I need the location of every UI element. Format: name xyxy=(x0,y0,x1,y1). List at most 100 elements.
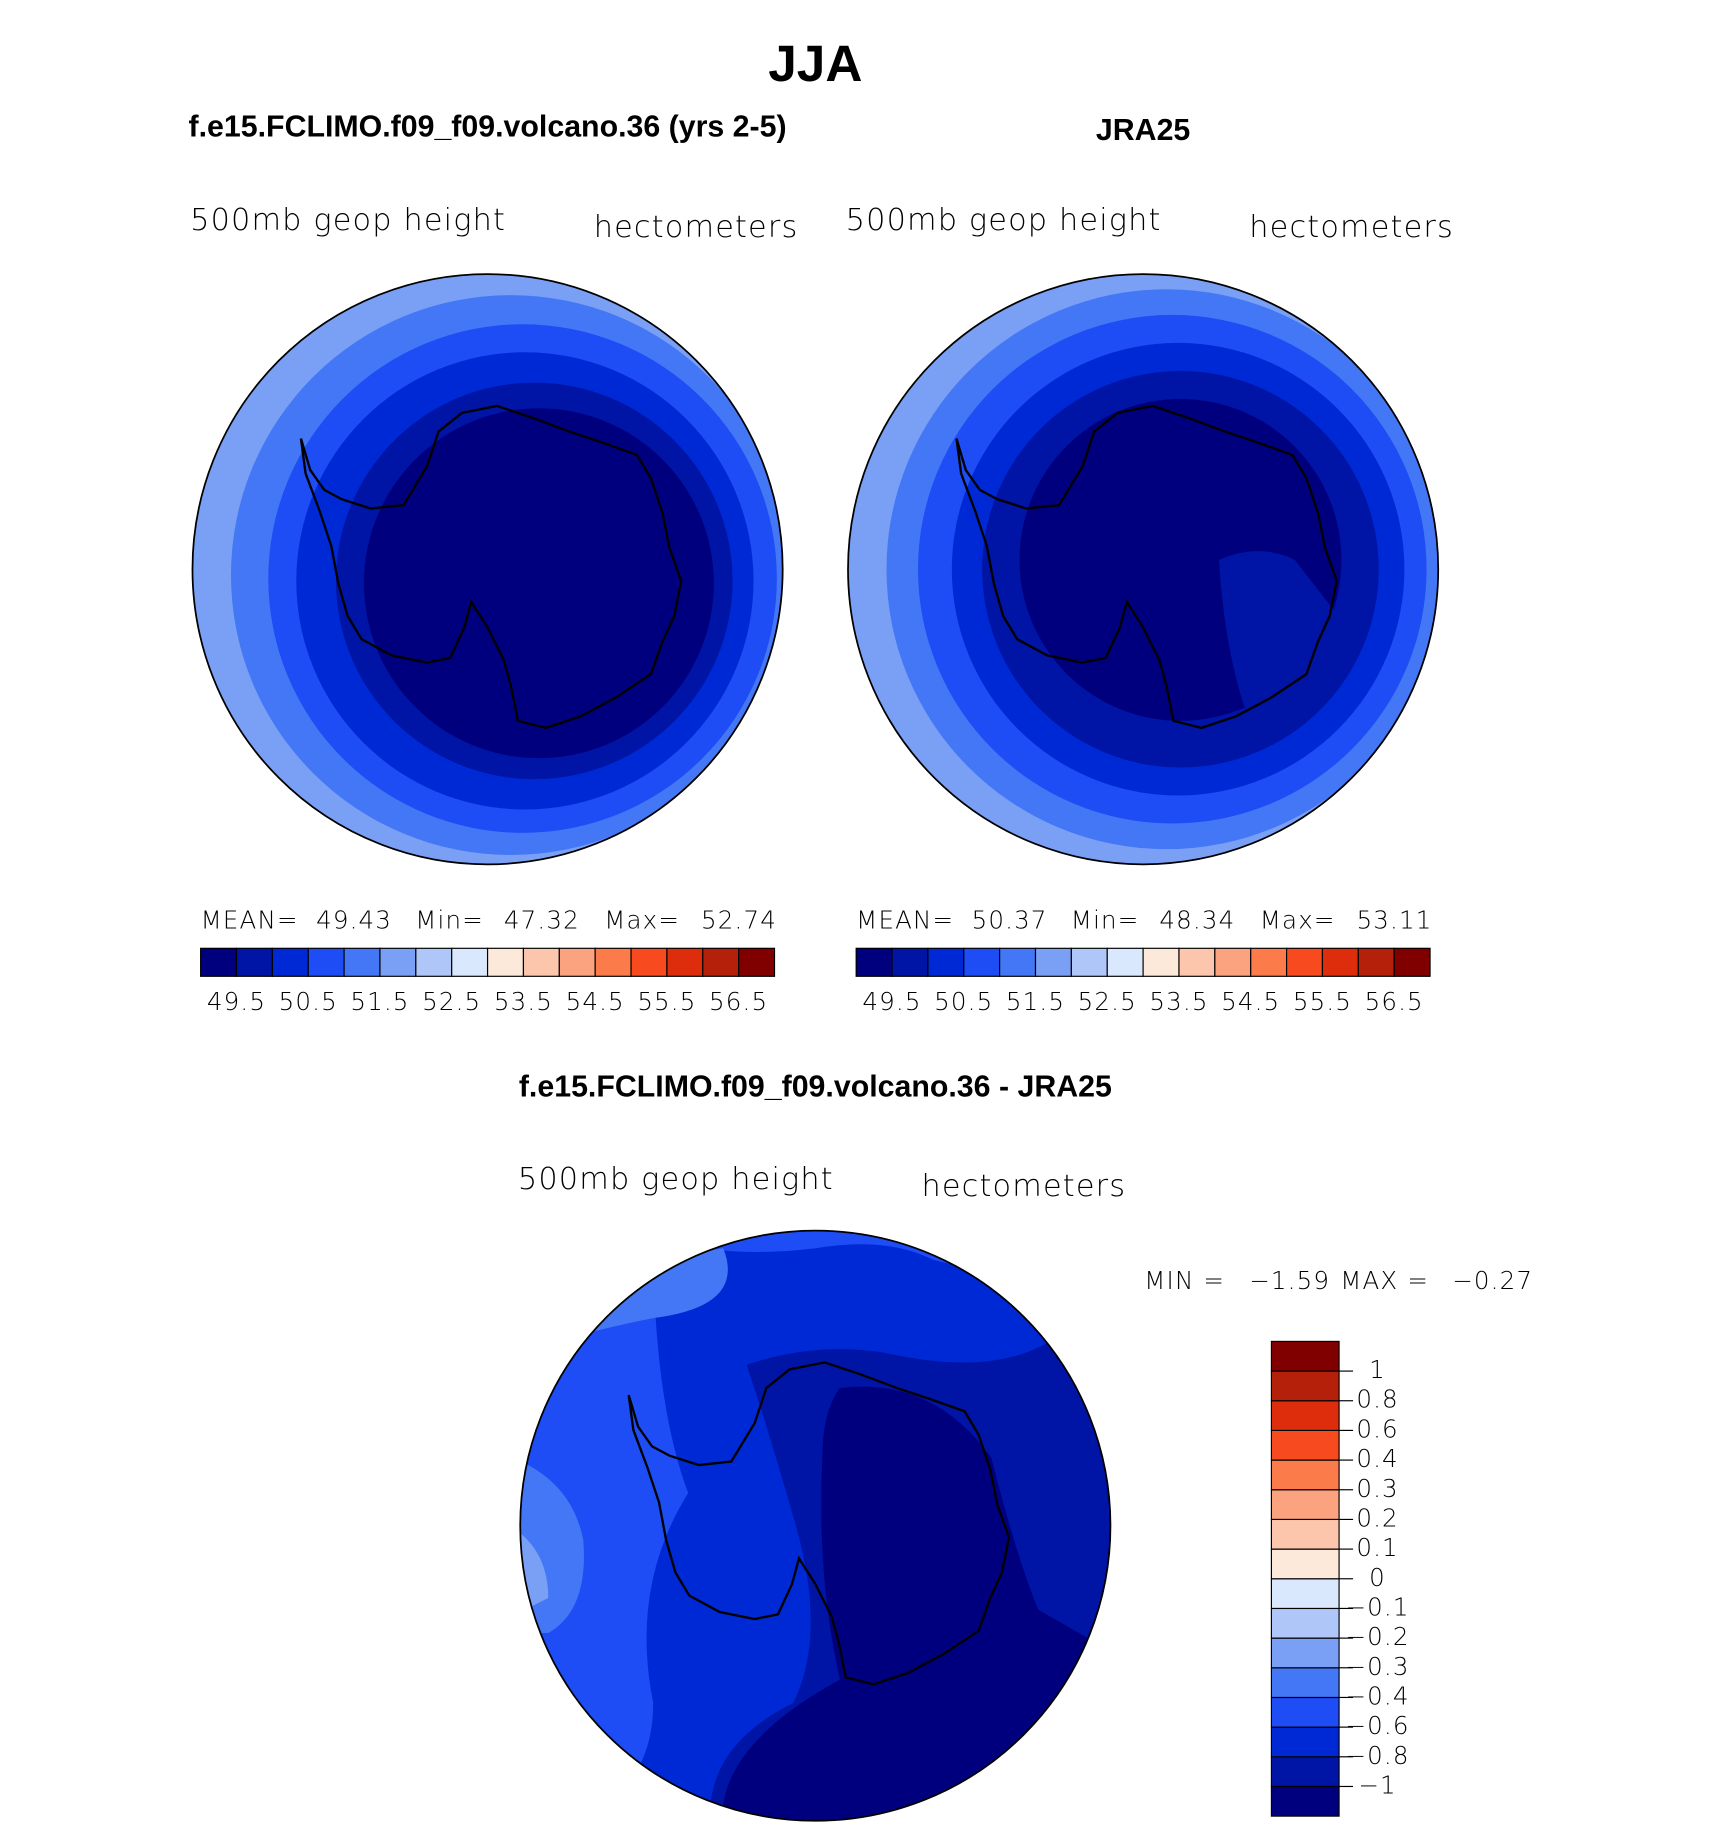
map xyxy=(192,274,783,865)
colorbar-box xyxy=(702,947,740,977)
colorbar-box xyxy=(1070,947,1108,977)
panel-title: f.e15.FCLIMO.f09_f09.volcano.36 (yrs 2-5… xyxy=(189,110,787,143)
colorbar-box xyxy=(1270,1726,1340,1758)
colorbar-label: −0.8 xyxy=(1345,1741,1409,1770)
stat-label: MEAN= xyxy=(201,905,299,934)
colorbar-label: −0.2 xyxy=(1345,1622,1409,1651)
stat-value: 47.32 xyxy=(504,905,580,934)
colorbar-label: 52.5 xyxy=(422,987,481,1016)
figure-title: JJA xyxy=(768,35,862,92)
colorbar-label: 56.5 xyxy=(1365,987,1424,1016)
colorbar-label: 0 xyxy=(1369,1563,1386,1592)
left-string: 500mb geop height xyxy=(846,203,1162,238)
stat-value: 48.34 xyxy=(1159,905,1235,934)
colorbar-box xyxy=(235,947,273,977)
colorbar-box xyxy=(558,947,596,977)
coastline xyxy=(299,404,683,730)
colorbar-box xyxy=(522,947,560,977)
colorbar-box xyxy=(1270,1637,1340,1669)
colorbar-box xyxy=(1270,1489,1340,1521)
colorbar-box xyxy=(1357,947,1395,977)
right-string: hectometers xyxy=(594,210,799,245)
colorbar-box xyxy=(1270,1578,1340,1610)
colorbar-box xyxy=(1270,1756,1340,1788)
colorbar-label: 56.5 xyxy=(709,987,768,1016)
map-border xyxy=(191,273,784,866)
colorbar-label: 53.5 xyxy=(1149,987,1208,1016)
stat-label: Min= xyxy=(415,905,484,934)
colorbar-label: 52.5 xyxy=(1078,987,1137,1016)
colorbar-box xyxy=(999,947,1037,977)
map-border xyxy=(847,273,1440,866)
colorbar-box xyxy=(379,947,417,977)
colorbar-box xyxy=(1270,1696,1340,1728)
right-string: hectometers xyxy=(921,1169,1126,1204)
colorbar-box xyxy=(1270,1785,1340,1817)
colorbar-label: 51.5 xyxy=(350,987,409,1016)
colorbar-label: 49.5 xyxy=(207,987,266,1016)
stat-value: 52.74 xyxy=(701,905,777,934)
colorbar-box xyxy=(1034,947,1072,977)
colorbar-label: 0.6 xyxy=(1356,1414,1398,1443)
stat-value: 53.11 xyxy=(1357,905,1433,934)
colorbar-box xyxy=(1270,1370,1340,1402)
colorbar-label: 53.5 xyxy=(494,987,553,1016)
colorbar-box xyxy=(1285,947,1324,977)
colorbar-label: 54.5 xyxy=(566,987,625,1016)
colorbar-label: 54.5 xyxy=(1221,987,1280,1016)
colorbar-label: −1 xyxy=(1358,1770,1396,1799)
left-string: 500mb geop height xyxy=(518,1162,834,1197)
colorbar-label: 51.5 xyxy=(1006,987,1065,1016)
colorbar-box xyxy=(1270,1548,1340,1580)
panel-title: f.e15.FCLIMO.f09_f09.volcano.36 - JRA25 xyxy=(519,1070,1112,1103)
colorbar-box xyxy=(1214,947,1252,977)
colorbar-box xyxy=(1270,1667,1340,1699)
stat-label: MAX = xyxy=(1340,1266,1429,1295)
colorbar-box xyxy=(927,947,965,977)
colorbar-box xyxy=(1250,947,1288,977)
right-string: hectometers xyxy=(1249,210,1454,245)
map-border xyxy=(519,1229,1112,1822)
colorbar-label: 1 xyxy=(1369,1355,1386,1384)
colorbar-box xyxy=(415,947,453,977)
colorbar-box xyxy=(1270,1400,1340,1431)
colorbar-label: 0.1 xyxy=(1356,1533,1398,1562)
colorbar-box xyxy=(1393,947,1431,977)
colorbar-label: 50.5 xyxy=(279,987,338,1016)
colorbar-label: 0.8 xyxy=(1356,1385,1398,1414)
colorbar-label: 55.5 xyxy=(637,987,696,1016)
stat-value: −1.59 xyxy=(1249,1266,1330,1295)
stat-value: 49.43 xyxy=(316,905,392,934)
colorbar-box xyxy=(200,947,238,977)
colorbar-box xyxy=(594,947,632,977)
colorbar-box xyxy=(855,947,893,977)
colorbar-box xyxy=(307,947,345,977)
colorbar-box xyxy=(1106,947,1144,977)
colorbar-label: 0.2 xyxy=(1356,1503,1398,1532)
stat-label: Max= xyxy=(1260,905,1336,934)
stat-value: 50.37 xyxy=(972,905,1048,934)
colorbar-box xyxy=(963,947,1001,977)
colorbar-label: −0.6 xyxy=(1345,1711,1409,1740)
colorbar-box xyxy=(738,947,776,977)
colorbar-box xyxy=(1270,1607,1340,1639)
colorbar-box xyxy=(271,947,309,977)
stat-label: Min= xyxy=(1071,905,1140,934)
stat-value: −0.27 xyxy=(1452,1266,1533,1295)
colorbar-box xyxy=(630,947,668,977)
stat-label: MEAN= xyxy=(856,905,954,934)
colorbar-label: 0.3 xyxy=(1356,1474,1398,1503)
colorbar-box xyxy=(1270,1518,1340,1550)
colorbar-label: 50.5 xyxy=(934,987,993,1016)
colorbar-box xyxy=(486,947,525,977)
map xyxy=(848,274,1439,865)
contour-fill xyxy=(722,1386,1111,1821)
colorbar-label: 0.4 xyxy=(1356,1444,1398,1473)
stat-label: Max= xyxy=(604,905,680,934)
colorbar-box xyxy=(451,947,489,977)
colorbar-label: 55.5 xyxy=(1293,987,1352,1016)
coastline xyxy=(955,404,1338,730)
stat-label: MIN = xyxy=(1144,1266,1225,1295)
coastline xyxy=(627,1361,1011,1686)
colorbar-box xyxy=(343,947,381,977)
